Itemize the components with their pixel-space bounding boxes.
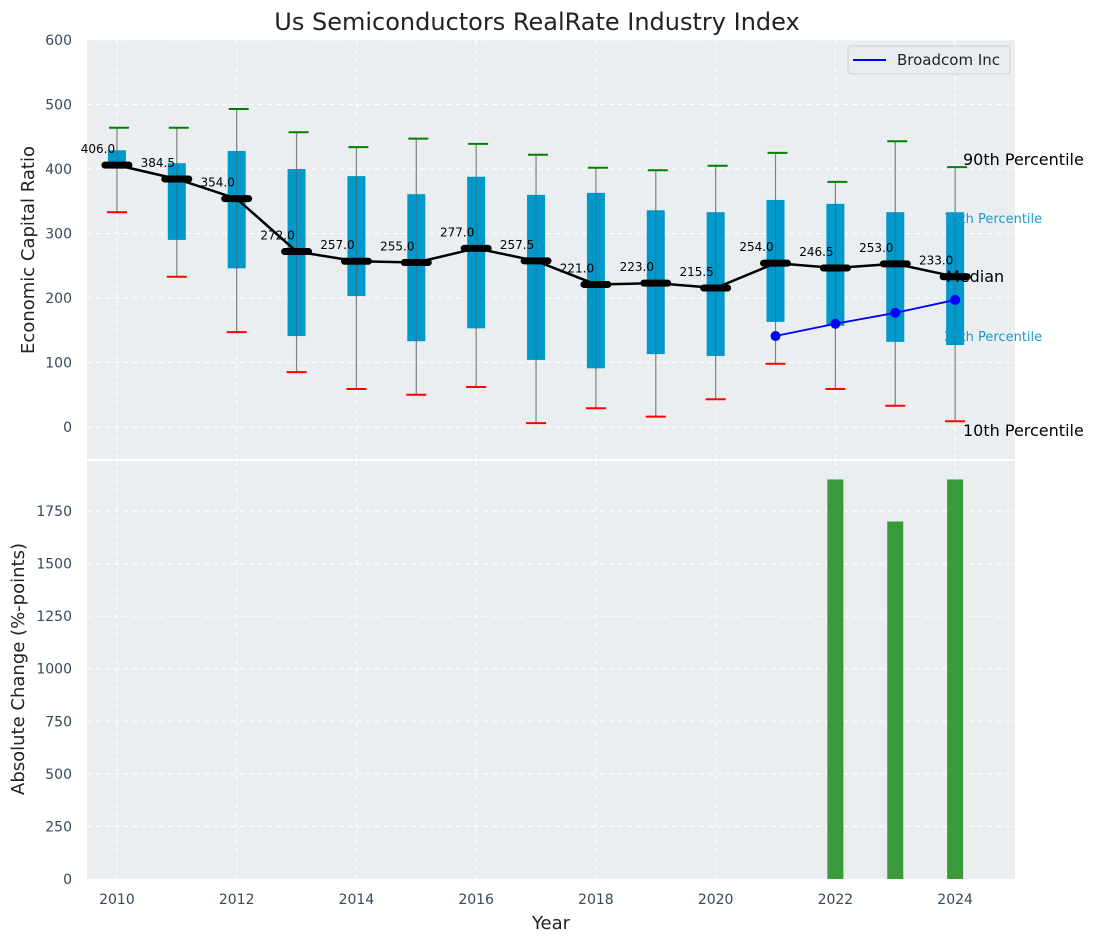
bottom-y-tick-label: 1500 — [36, 557, 72, 573]
broadcom-line — [775, 299, 956, 337]
top-y-tick-label: 600 — [45, 33, 72, 49]
bottom-y-tick-label: 250 — [45, 819, 72, 835]
x-tick-label: 2010 — [99, 892, 135, 908]
bottom-y-tick-label: 1000 — [36, 662, 72, 678]
broadcom-point — [770, 331, 781, 342]
legend[interactable]: Broadcom Inc — [847, 45, 1011, 75]
median-value-label: 277.0 — [440, 225, 474, 239]
median-value-label: 221.0 — [560, 261, 594, 275]
p10-annotation: 10th Percentile — [963, 421, 1084, 440]
median-value-label: 406.0 — [81, 142, 115, 156]
broadcom-point — [950, 294, 961, 305]
median-value-label: 233.0 — [919, 254, 953, 268]
broadcom-point — [830, 318, 841, 329]
top-y-tick-label: 200 — [45, 291, 72, 307]
median-value-label: 246.5 — [799, 245, 833, 259]
x-tick-label: 2012 — [219, 892, 255, 908]
x-axis-label: Year — [531, 913, 571, 934]
median-value-label: 215.5 — [679, 265, 713, 279]
change-bar — [947, 479, 964, 879]
broadcom-point — [890, 307, 901, 318]
x-tick-label: 2024 — [937, 892, 973, 908]
x-tick-label: 2022 — [818, 892, 854, 908]
median-value-label: 354.0 — [200, 176, 234, 190]
median-annotation: Median — [946, 267, 1004, 286]
bottom-y-axis-label: Absolute Change (%-points) — [8, 543, 29, 795]
x-tick-label: 2018 — [578, 892, 614, 908]
p90-annotation: 90th Percentile — [963, 150, 1084, 169]
median-value-label: 253.0 — [859, 241, 893, 255]
bottom-y-tick-label: 500 — [45, 767, 72, 783]
top-y-tick-label: 500 — [45, 98, 72, 114]
change-bar — [827, 479, 844, 879]
x-tick-label: 2016 — [458, 892, 494, 908]
bottom-y-tick-label: 0 — [63, 872, 72, 888]
median-value-label: 223.0 — [620, 260, 654, 274]
top-axes: 0 100 200 300 400 500 600 406.0 384.5 354.0 272.0 2… — [45, 33, 1015, 459]
bottom-y-tick-label: 1250 — [36, 609, 72, 625]
median-value-label: 255.0 — [380, 240, 414, 254]
top-y-axis-label: Economic Capital Ratio — [18, 146, 39, 354]
median-value-label: 254.0 — [739, 240, 773, 254]
legend-box — [847, 45, 1011, 75]
top-y-tick-label: 0 — [63, 420, 72, 436]
x-tick-label: 2020 — [698, 892, 734, 908]
chart-title: Us Semiconductors RealRate Industry Inde… — [274, 8, 799, 36]
p25-annotation: 25th Percentile — [944, 330, 1042, 345]
top-y-tick-label: 300 — [45, 227, 72, 243]
top-y-tick-label: 400 — [45, 162, 72, 178]
p75-annotation: 75th Percentile — [944, 212, 1042, 227]
bottom-plot-background — [87, 461, 1015, 879]
bottom-y-tick-label: 750 — [45, 714, 72, 730]
legend-label: Broadcom Inc — [897, 51, 1000, 69]
median-value-label: 257.0 — [320, 238, 354, 252]
top-y-tick-label: 100 — [45, 356, 72, 372]
median-value-label: 272.0 — [260, 229, 294, 243]
median-value-label: 257.5 — [500, 238, 534, 252]
x-tick-label: 2014 — [339, 892, 375, 908]
change-bar — [887, 521, 904, 879]
median-value-label: 384.5 — [141, 156, 175, 170]
bottom-axes: 2010 2012 2014 2016 2018 2020 2022 2024 0 250 500 7… — [36, 461, 1015, 908]
bottom-y-tick-label: 1750 — [36, 504, 72, 520]
